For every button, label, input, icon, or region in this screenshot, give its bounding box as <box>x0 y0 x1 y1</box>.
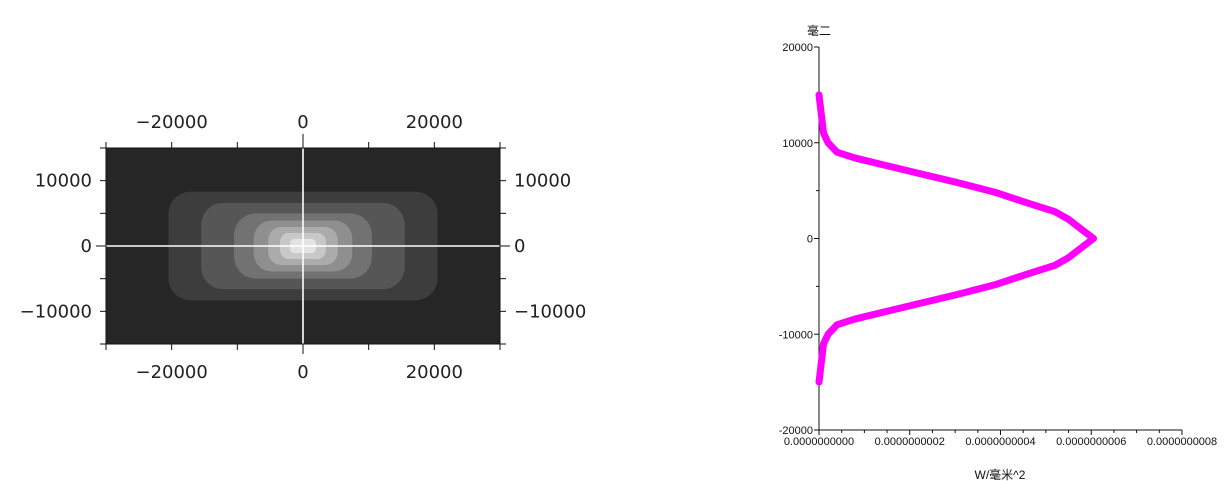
profile-y-tick-label: 0 <box>807 234 813 246</box>
x-tick-label-top: 20000 <box>406 112 463 133</box>
profile-axes: -20000 -10000 0 10000 20000 0.0000000000 0.000… <box>779 42 1217 448</box>
profile-series-line <box>815 91 1098 386</box>
profile-y-axis-label: 毫二 <box>807 23 831 38</box>
profile-series <box>815 91 1098 386</box>
intensity-map-chart: −20000 −20000 0 0 20000 20000 −10000 −10000 0 0 10… <box>19 108 587 383</box>
intensity-map-panel: −20000 −20000 0 0 20000 20000 −10000 −10000 0 0 10… <box>19 108 587 383</box>
profile-y-tick-label: 20000 <box>782 42 813 54</box>
profile-x-tick-label: 0.0000000008 <box>1147 436 1217 448</box>
y-tick-label-right: 10000 <box>514 171 571 192</box>
profile-x-axis-label: W/毫米^2 <box>975 467 1026 481</box>
profile-x-tick-label: 0.0000000006 <box>1056 436 1126 448</box>
profile-line-chart: -20000 -10000 0 10000 20000 0.0000000000 0.000… <box>779 23 1217 481</box>
y-tick-label-left: −10000 <box>20 301 92 322</box>
profile-y-tick-label: -20000 <box>779 425 813 437</box>
y-tick-label-left: 10000 <box>35 171 92 192</box>
profile-plot-panel: -20000 -10000 0 10000 20000 0.0000000000 0.000… <box>620 0 1227 481</box>
profile-y-tick-label: -10000 <box>779 329 813 341</box>
x-tick-label-top: −20000 <box>135 112 207 133</box>
x-tick-label-bottom: 0 <box>297 362 308 383</box>
profile-x-tick-label: 0.0000000004 <box>965 436 1035 448</box>
y-tick-label-right: −10000 <box>514 301 586 322</box>
profile-x-tick-label: 0.0000000000 <box>784 436 854 448</box>
profile-x-tick-label: 0.0000000002 <box>875 436 945 448</box>
x-tick-label-top: 0 <box>297 112 308 133</box>
intensity-map-axes: −20000 −20000 0 0 20000 20000 −10000 −10000 0 0 10… <box>20 108 586 383</box>
profile-y-tick-label: 10000 <box>782 138 813 150</box>
x-tick-label-bottom: −20000 <box>135 362 207 383</box>
y-tick-label-right: 0 <box>514 236 525 257</box>
y-tick-label-left: 0 <box>81 236 92 257</box>
x-tick-label-bottom: 20000 <box>406 362 463 383</box>
